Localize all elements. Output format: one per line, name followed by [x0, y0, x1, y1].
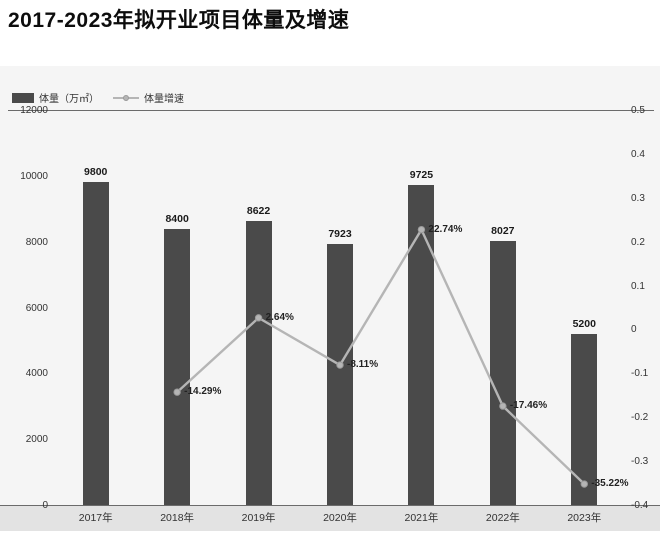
legend-item-growth: 体量增速 — [113, 90, 184, 105]
bar-value-label: 5200 — [572, 317, 596, 330]
bar-2022年 — [489, 240, 516, 505]
line-swatch-icon — [113, 94, 139, 101]
legend-growth-label: 体量增速 — [144, 94, 184, 105]
growth-point-label: -35.22% — [591, 478, 629, 490]
right-axis-tick: -0.4 — [631, 500, 649, 511]
x-axis-label: 2020年 — [323, 512, 357, 524]
line-marker-icon — [123, 94, 129, 101]
growth-point-label: 2.64% — [265, 311, 294, 323]
bar-swatch-icon — [12, 92, 34, 103]
legend-volume-label: 体量（万㎡） — [39, 94, 99, 105]
left-axis-tick: 0 — [42, 500, 48, 511]
right-axis-tick: 0.1 — [631, 280, 645, 292]
bar-2018年 — [164, 228, 191, 505]
plot-top-border — [8, 110, 654, 111]
left-axis-tick: 4000 — [25, 368, 48, 380]
bar-value-label: 9800 — [84, 166, 108, 179]
x-axis-label: 2023年 — [567, 512, 602, 524]
right-axis-tick: 0 — [631, 324, 637, 336]
left-axis-tick: 10000 — [20, 170, 48, 182]
x-axis-label: 2022年 — [485, 512, 520, 524]
right-axis-tick: -0.1 — [631, 368, 649, 380]
bar-value-label: 7923 — [328, 228, 352, 241]
bar-value-label: 8622 — [246, 205, 271, 218]
x-axis-label: 2019年 — [241, 512, 276, 524]
left-axis-tick: 6000 — [25, 302, 48, 314]
growth-point-label: 22.74% — [428, 223, 463, 235]
growth-point-label: -8.11% — [347, 359, 379, 371]
x-axis-label: 2017年 — [78, 512, 113, 524]
growth-point-label: -17.46% — [509, 400, 548, 412]
bar-2017年 — [82, 182, 109, 505]
x-axis-band — [0, 506, 660, 531]
legend-item-volume: 体量（万㎡） — [12, 90, 99, 105]
x-axis-line — [0, 505, 660, 506]
left-axis-tick: 12000 — [20, 105, 48, 116]
bar-value-label: 8400 — [165, 212, 189, 225]
right-axis-tick: -0.2 — [631, 412, 649, 424]
right-axis-tick: 0.4 — [631, 148, 645, 160]
left-axis-tick: 2000 — [25, 434, 48, 446]
bar-2020年 — [327, 244, 353, 505]
right-axis-tick: 0.5 — [631, 105, 645, 116]
x-axis-label: 2021年 — [404, 512, 439, 524]
right-axis-tick: 0.3 — [631, 192, 645, 204]
legend: 体量（万㎡） 体量增速 — [12, 90, 184, 105]
chart-title: 2017-2023年拟开业项目体量及增速 — [8, 9, 350, 32]
right-axis-tick: -0.3 — [631, 456, 649, 468]
growth-point-label: -14.29% — [184, 386, 222, 398]
bar-value-label: 8027 — [491, 224, 515, 237]
x-axis-label: 2018年 — [160, 512, 195, 524]
left-axis-tick: 8000 — [25, 236, 48, 248]
right-axis-tick: 0.2 — [631, 236, 645, 248]
bar-value-label: 9725 — [409, 168, 434, 181]
bar-2019年 — [245, 221, 272, 505]
